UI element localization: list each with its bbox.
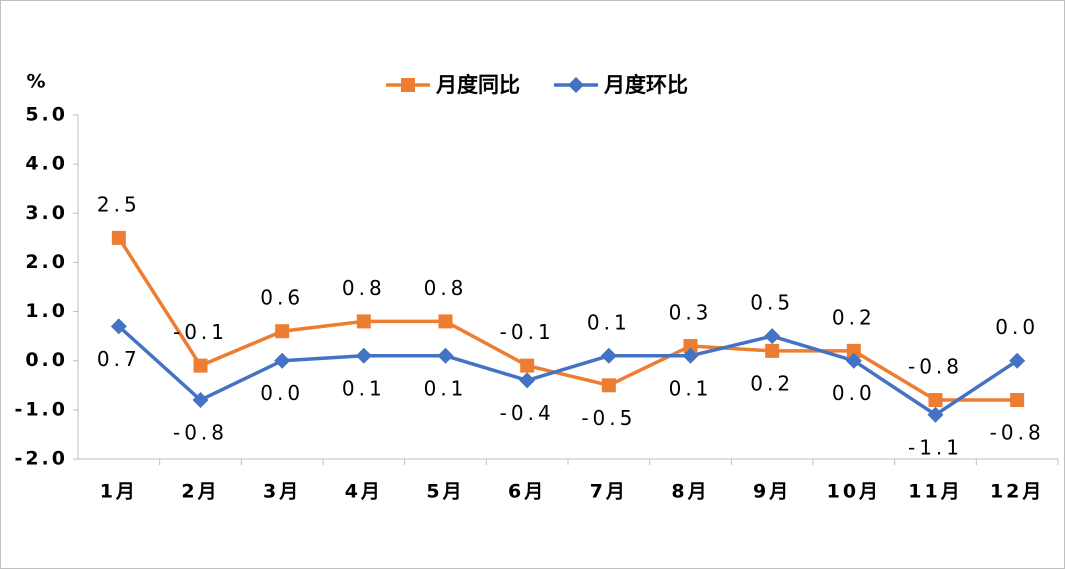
y-tick-label: 5.0: [25, 104, 68, 126]
x-tick-label: 10月: [827, 481, 881, 503]
y-axis-label: %: [26, 71, 45, 93]
y-tick-label: -2.0: [14, 448, 68, 470]
marker: [568, 77, 584, 93]
data-label: 0.7: [97, 347, 141, 371]
data-label: 0.2: [832, 305, 876, 329]
data-label: 0.1: [669, 376, 713, 400]
data-label: -0.8: [990, 421, 1045, 445]
x-tick-label: 4月: [345, 481, 383, 503]
data-label: 0.6: [260, 286, 304, 310]
marker: [438, 314, 453, 329]
data-label: 0.1: [342, 376, 386, 400]
marker: [111, 230, 126, 245]
marker: [845, 352, 862, 369]
marker: [110, 318, 127, 335]
data-label: 2.5: [97, 192, 141, 216]
x-tick-label: 9月: [753, 481, 791, 503]
data-label: -0.4: [500, 401, 555, 425]
x-tick-label: 1月: [100, 481, 138, 503]
data-label: -0.1: [173, 320, 228, 344]
x-tick-label: 7月: [590, 481, 628, 503]
y-tick-label: 3.0: [25, 202, 68, 224]
data-label: 0.0: [260, 381, 304, 405]
marker: [193, 358, 208, 373]
marker: [682, 347, 699, 364]
marker: [928, 393, 943, 408]
data-label: 0.0: [832, 381, 876, 405]
marker: [520, 358, 535, 373]
legend-label: 月度环比: [603, 73, 688, 97]
marker: [600, 347, 617, 364]
marker: [519, 372, 536, 389]
marker: [1009, 352, 1026, 369]
data-label: -0.1: [500, 320, 555, 344]
series-line: [117, 325, 1019, 417]
x-tick-label: 12月: [990, 481, 1044, 503]
marker: [765, 343, 780, 358]
marker: [764, 328, 781, 345]
data-label: 0.0: [995, 315, 1039, 339]
data-label: 0.8: [424, 276, 468, 300]
marker: [601, 378, 616, 393]
x-tick-label: 8月: [671, 481, 709, 503]
x-tick-label: 5月: [426, 481, 464, 503]
data-label: 0.3: [669, 300, 713, 324]
marker: [1010, 393, 1025, 408]
marker: [274, 352, 291, 369]
marker: [683, 338, 698, 353]
data-label: 0.1: [424, 376, 468, 400]
marker: [846, 343, 861, 358]
data-label: 0.8: [342, 276, 386, 300]
data-label: -0.5: [581, 406, 636, 430]
data-label: 0.5: [750, 291, 794, 315]
marker: [927, 406, 944, 423]
marker: [437, 347, 454, 364]
data-label: 0.2: [750, 371, 794, 395]
x-tick-label: 2月: [181, 481, 219, 503]
data-label: -0.8: [908, 355, 963, 379]
y-tick-label: 2.0: [25, 251, 68, 273]
y-tick-label: 0.0: [25, 349, 68, 371]
x-tick-label: 11月: [908, 481, 962, 503]
x-tick-label: 3月: [263, 481, 301, 503]
y-tick-label: -1.0: [14, 398, 68, 420]
series-line: [117, 236, 1018, 402]
x-tick-label: 6月: [508, 481, 546, 503]
legend-label: 月度同比: [435, 73, 520, 97]
y-tick-label: 1.0: [25, 300, 68, 322]
data-label: -0.8: [173, 421, 228, 445]
marker: [275, 324, 290, 339]
marker: [356, 314, 371, 329]
marker: [355, 347, 372, 364]
data-label: -1.1: [908, 435, 963, 459]
y-tick-label: 4.0: [25, 153, 68, 175]
marker: [192, 392, 209, 409]
marker: [401, 78, 415, 92]
data-label: 0.1: [587, 310, 631, 334]
